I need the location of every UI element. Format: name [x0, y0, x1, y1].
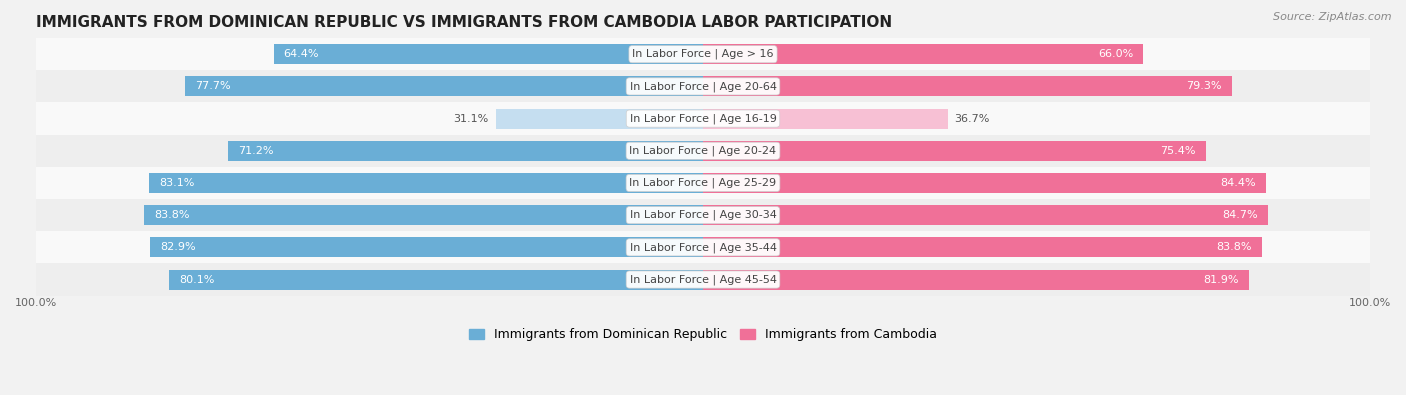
Bar	[37, 167, 1369, 199]
Text: 66.0%: 66.0%	[1098, 49, 1133, 59]
Text: 71.2%: 71.2%	[238, 146, 274, 156]
Bar	[37, 263, 1369, 295]
Text: Source: ZipAtlas.com: Source: ZipAtlas.com	[1274, 12, 1392, 22]
Bar	[703, 269, 1249, 290]
Text: In Labor Force | Age 30-34: In Labor Force | Age 30-34	[630, 210, 776, 220]
Text: 36.7%: 36.7%	[955, 114, 990, 124]
Text: 83.8%: 83.8%	[1216, 243, 1251, 252]
Text: 75.4%: 75.4%	[1160, 146, 1197, 156]
Text: 83.1%: 83.1%	[159, 178, 194, 188]
Bar	[703, 109, 948, 128]
Text: 64.4%: 64.4%	[284, 49, 319, 59]
Text: In Labor Force | Age 45-54: In Labor Force | Age 45-54	[630, 274, 776, 285]
Text: In Labor Force | Age 25-29: In Labor Force | Age 25-29	[630, 178, 776, 188]
Text: In Labor Force | Age 16-19: In Labor Force | Age 16-19	[630, 113, 776, 124]
Bar	[37, 231, 1369, 263]
Bar	[703, 173, 1265, 193]
Text: In Labor Force | Age > 16: In Labor Force | Age > 16	[633, 49, 773, 60]
Text: In Labor Force | Age 35-44: In Labor Force | Age 35-44	[630, 242, 776, 252]
Bar	[150, 237, 703, 257]
Bar	[703, 76, 1232, 96]
Bar	[169, 269, 703, 290]
Text: In Labor Force | Age 20-24: In Labor Force | Age 20-24	[630, 145, 776, 156]
Text: 77.7%: 77.7%	[195, 81, 231, 91]
Bar	[37, 135, 1369, 167]
Bar	[184, 76, 703, 96]
Bar	[703, 44, 1143, 64]
Text: IMMIGRANTS FROM DOMINICAN REPUBLIC VS IMMIGRANTS FROM CAMBODIA LABOR PARTICIPATI: IMMIGRANTS FROM DOMINICAN REPUBLIC VS IM…	[37, 15, 893, 30]
Bar	[37, 38, 1369, 70]
Bar	[37, 102, 1369, 135]
Text: 81.9%: 81.9%	[1204, 275, 1239, 284]
Text: 31.1%: 31.1%	[454, 114, 489, 124]
Bar	[228, 141, 703, 161]
Text: 82.9%: 82.9%	[160, 243, 195, 252]
Bar	[703, 141, 1206, 161]
Text: 83.8%: 83.8%	[155, 210, 190, 220]
Legend: Immigrants from Dominican Republic, Immigrants from Cambodia: Immigrants from Dominican Republic, Immi…	[464, 323, 942, 346]
Bar	[149, 173, 703, 193]
Text: In Labor Force | Age 20-64: In Labor Force | Age 20-64	[630, 81, 776, 92]
Bar	[703, 237, 1261, 257]
Bar	[37, 70, 1369, 102]
Bar	[495, 109, 703, 128]
Text: 79.3%: 79.3%	[1187, 81, 1222, 91]
Bar	[37, 199, 1369, 231]
Bar	[703, 205, 1268, 225]
Text: 84.7%: 84.7%	[1222, 210, 1258, 220]
Bar	[274, 44, 703, 64]
Bar	[145, 205, 703, 225]
Text: 84.4%: 84.4%	[1220, 178, 1256, 188]
Text: 80.1%: 80.1%	[179, 275, 214, 284]
